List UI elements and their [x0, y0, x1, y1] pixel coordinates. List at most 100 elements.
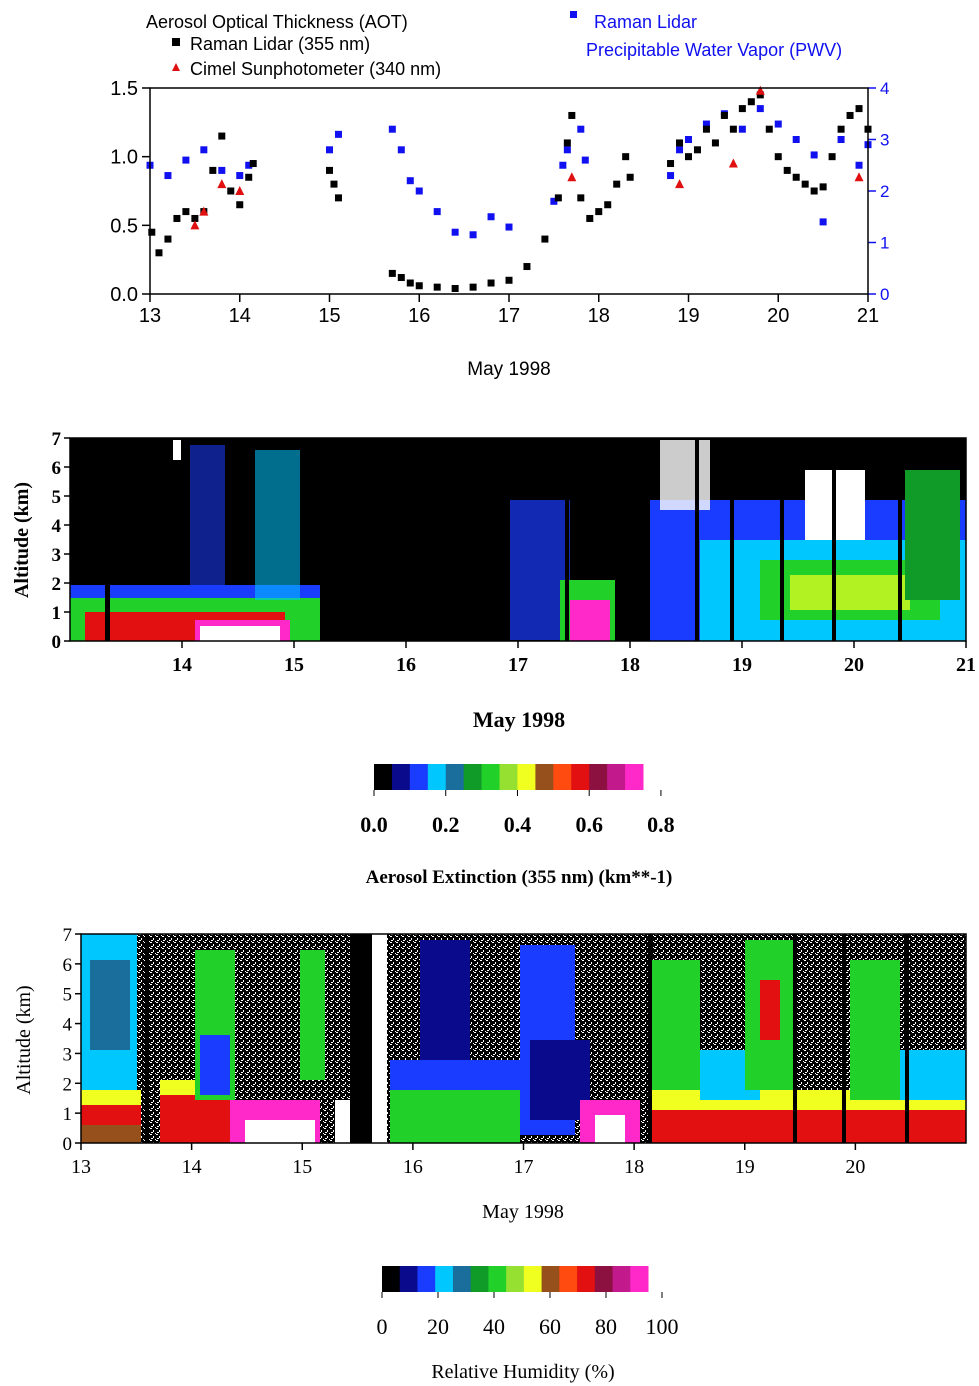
extinction-heatmap	[70, 438, 966, 641]
colorbar-swatch	[481, 764, 501, 790]
extinction-colorbar-label: Aerosol Extinction (355 nm) (km**-1)	[366, 867, 673, 888]
heatmap-y-tick-label: 6	[52, 458, 62, 479]
heatmap-x-tick-label: 13	[71, 1156, 91, 1178]
lidar-aot-point	[801, 180, 809, 188]
heatmap-y-tick-label: 5	[63, 985, 73, 1006]
heatmap-x-tick-label: 20	[845, 1156, 865, 1178]
pwv-point	[563, 146, 571, 154]
humidity-axis-ticks: 13 14 15 16 17 18 19 20 0 1 2 3 4 5 6 7	[63, 925, 866, 1178]
lidar-aot-point	[738, 105, 746, 113]
heatmap-x-tick-label: 18	[620, 654, 640, 676]
pwv-y-tick-label: 1	[880, 234, 889, 253]
heatmap-x-tick-label: 17	[508, 654, 528, 676]
heatmap-x-tick-label: 19	[732, 654, 752, 676]
pwv-y-tick-label: 4	[880, 79, 889, 98]
lidar-aot-point	[245, 173, 253, 181]
colorbar-tick-label: 0.4	[504, 812, 532, 837]
lidar-aot-point	[568, 111, 576, 119]
aot-x-tick-label: 20	[767, 305, 789, 327]
lidar-aot-point	[326, 166, 333, 174]
pwv-point	[667, 172, 675, 180]
pwv-point	[505, 223, 513, 231]
pwv-point	[738, 125, 746, 133]
heatmap-y-tick-label: 0	[52, 632, 62, 653]
extinction-colorbar: 0.0 0.2 0.4 0.6 0.8	[360, 764, 675, 837]
humidity-y-axis-label: Altitude (km)	[13, 985, 35, 1094]
heatmap-y-tick-label: 3	[63, 1044, 73, 1065]
heatmap-y-tick-label: 7	[63, 925, 73, 946]
heatmap-x-tick-label: 14	[172, 654, 192, 676]
colorbar-swatch	[445, 764, 465, 790]
pwv-point	[559, 161, 567, 169]
colorbar-tick-label: 0.6	[575, 812, 603, 837]
pwv-y-tick-label: 0	[880, 285, 889, 304]
pwv-point	[577, 125, 585, 133]
pwv-point	[245, 161, 253, 169]
colorbar-tick-label: 60	[539, 1314, 561, 1339]
lidar-aot-point	[792, 173, 800, 181]
pwv-point	[810, 151, 818, 159]
colorbar-swatch	[517, 764, 536, 790]
aot-pwv-panel: Aerosol Optical Thickness (AOT) Raman Li…	[110, 11, 889, 380]
pwv-point	[406, 177, 414, 185]
colorbar-swatch	[630, 1266, 649, 1292]
cimel-aot-point	[199, 206, 209, 216]
lidar-aot-point	[523, 263, 531, 271]
pwv-point	[415, 187, 423, 195]
colorbar-tick-label: 80	[595, 1314, 617, 1339]
lidar-aot-point	[469, 283, 477, 291]
lidar-aot-point	[334, 194, 342, 202]
lidar-aot-point	[676, 139, 684, 147]
cimel-aot-point	[675, 179, 685, 189]
colorbar-tick-label: 20	[427, 1314, 449, 1339]
cimel-aot-point	[567, 172, 577, 182]
pwv-point	[182, 156, 190, 164]
colorbar-tick-label: 100	[646, 1314, 679, 1339]
lidar-aot-point	[155, 249, 163, 257]
colorbar-swatch	[577, 1266, 596, 1292]
lidar-aot-point	[729, 125, 737, 133]
lidar-aot-point	[702, 125, 710, 133]
legend-pwv-label-1: Raman Lidar	[594, 12, 697, 32]
lidar-aot-point	[711, 139, 719, 147]
colorbar-tick-label: 40	[483, 1314, 505, 1339]
aot-x-tick-label: 15	[318, 305, 340, 327]
pwv-point	[702, 120, 710, 128]
lidar-aot-point	[747, 98, 755, 106]
lidar-aot-point	[554, 194, 562, 202]
extinction-plot-frame	[69, 437, 967, 642]
cimel-aot-point	[755, 85, 765, 95]
heatmap-y-tick-label: 4	[52, 516, 62, 537]
heatmap-y-tick-label: 1	[63, 1104, 73, 1125]
aot-x-tick-label: 14	[229, 305, 251, 327]
lidar-aot-point	[415, 282, 423, 290]
colorbar-swatch	[399, 1266, 418, 1292]
aot-x-tick-label: 17	[498, 305, 520, 327]
pwv-y-tick-label: 3	[880, 131, 889, 150]
lidar-aot-point	[218, 132, 226, 140]
colorbar-swatch	[391, 764, 411, 790]
lidar-aot-point	[249, 160, 257, 168]
legend-lidar-aot-marker	[172, 38, 180, 46]
pwv-point	[792, 136, 800, 143]
colorbar-swatch	[523, 1266, 543, 1292]
legend-cimel-marker	[172, 63, 180, 71]
lidar-aot-point	[819, 183, 827, 191]
extinction-x-axis-label: May 1998	[473, 707, 565, 732]
colorbar-swatch	[382, 1266, 401, 1292]
colorbar-swatch	[625, 764, 644, 790]
pwv-point	[819, 218, 827, 226]
pwv-point	[236, 172, 244, 180]
aot-axis-ticks: 13 14 15 16 17 18 19 20 21 0.0 0.5 1.0 1.5 0 1 2 3 4	[110, 78, 889, 327]
humidity-colorbar-label: Relative Humidity (%)	[431, 1361, 614, 1383]
heatmap-x-tick-label: 16	[403, 1156, 423, 1178]
lidar-aot-point	[595, 208, 603, 216]
humidity-plot-frame	[80, 933, 967, 1144]
pwv-point	[487, 213, 495, 221]
lidar-aot-point	[846, 111, 854, 119]
colorbar-swatch	[452, 1266, 472, 1292]
heatmap-y-tick-label: 4	[63, 1015, 73, 1036]
lidar-aot-point	[837, 125, 845, 133]
colorbar-swatch	[470, 1266, 489, 1292]
